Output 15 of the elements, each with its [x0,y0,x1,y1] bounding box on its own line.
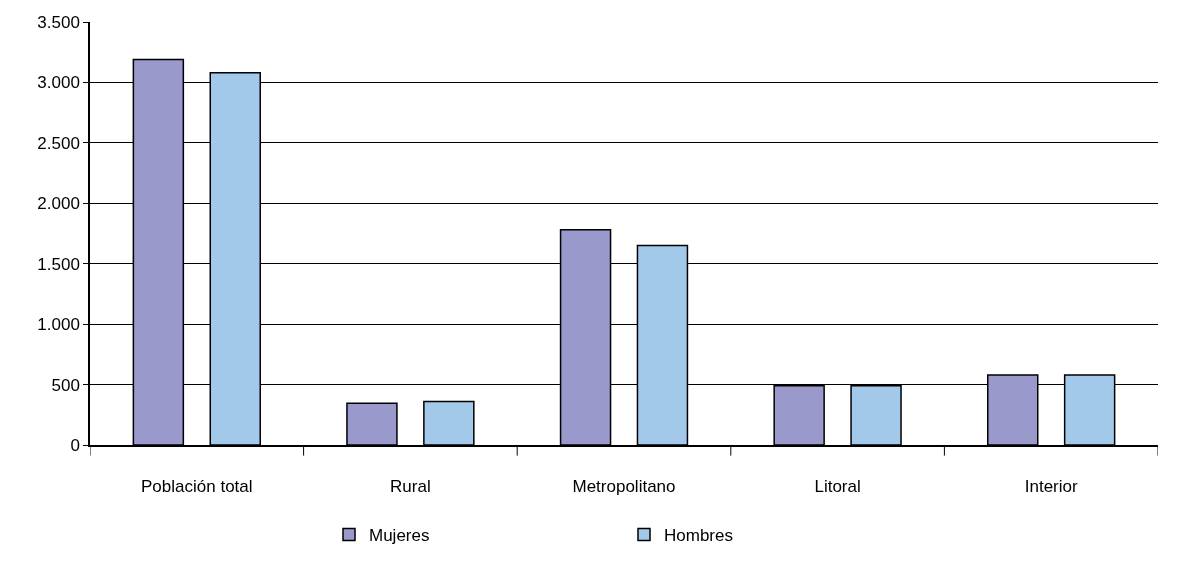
legend-label: Hombres [664,526,733,546]
x-tick-label: Litoral [814,477,861,497]
y-tick-label: 2.000 [37,194,80,214]
x-tick-label: Interior [1024,477,1078,497]
y-tick-label: 1.500 [37,254,80,274]
y-tick-label: 3.000 [37,73,80,93]
y-tick-label: 0 [70,435,80,455]
y-tick-label: 500 [51,375,80,395]
x-tick-label: Rural [390,477,431,497]
x-tick-label: Metropolitano [572,477,676,497]
y-tick-label: 2.500 [37,133,80,153]
legend-label: Mujeres [369,526,430,546]
y-tick-label: 1.000 [37,315,80,335]
x-tick-label: Población total [141,477,253,497]
y-tick-label: 3.500 [37,12,80,32]
